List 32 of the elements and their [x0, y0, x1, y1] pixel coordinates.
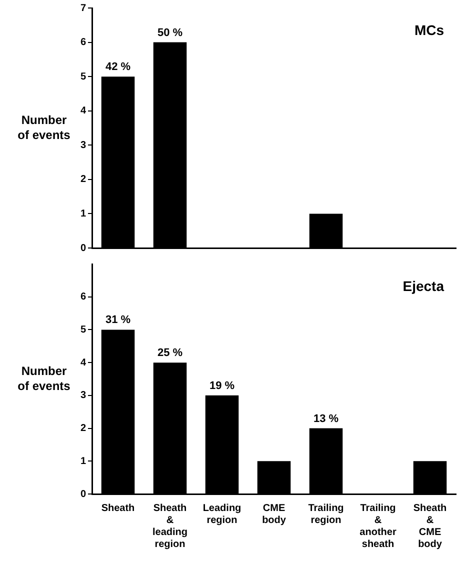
- y-axis-title: Number of events: [18, 364, 71, 393]
- y-tick-label: 2: [80, 423, 86, 434]
- x-tick-label: Sheath: [101, 502, 135, 514]
- annotation: 42 %: [105, 61, 131, 74]
- annotation: 19 %: [209, 380, 235, 392]
- y-tick-label: 7: [80, 2, 86, 14]
- y-tick-label: 0: [80, 488, 86, 500]
- y-tick-label: 1: [80, 456, 86, 467]
- x-tick-label: CME body: [262, 502, 286, 526]
- y-tick-label: 5: [80, 71, 86, 82]
- annotation: Ejecta: [402, 278, 444, 294]
- annotation: 31 %: [105, 314, 131, 326]
- annotation: MCs: [414, 22, 444, 38]
- x-tick-label: Leading region: [202, 502, 242, 526]
- annotation: 13 %: [313, 412, 339, 425]
- y-tick-label: 0: [80, 242, 86, 254]
- x-tick-label: Trailing & another sheath: [360, 502, 396, 550]
- y-tick-label: 4: [80, 357, 86, 368]
- x-tick-label: Sheath & leading region: [152, 502, 188, 550]
- y-tick-label: 5: [80, 324, 86, 336]
- y-tick-label: 6: [80, 37, 86, 48]
- y-tick-label: 1: [80, 208, 86, 220]
- x-tick-label: Sheath & CME body: [413, 502, 447, 550]
- y-tick-label: 4: [80, 106, 86, 117]
- y-tick-label: 6: [80, 292, 86, 303]
- y-tick-label: 3: [80, 140, 86, 151]
- y-tick-label: 3: [80, 390, 86, 402]
- y-axis-title: Number of events: [18, 112, 71, 142]
- annotation: 25 %: [157, 347, 183, 360]
- y-tick-label: 2: [80, 174, 86, 186]
- x-tick-label: Trailing region: [308, 502, 344, 526]
- annotation: 50 %: [157, 26, 183, 39]
